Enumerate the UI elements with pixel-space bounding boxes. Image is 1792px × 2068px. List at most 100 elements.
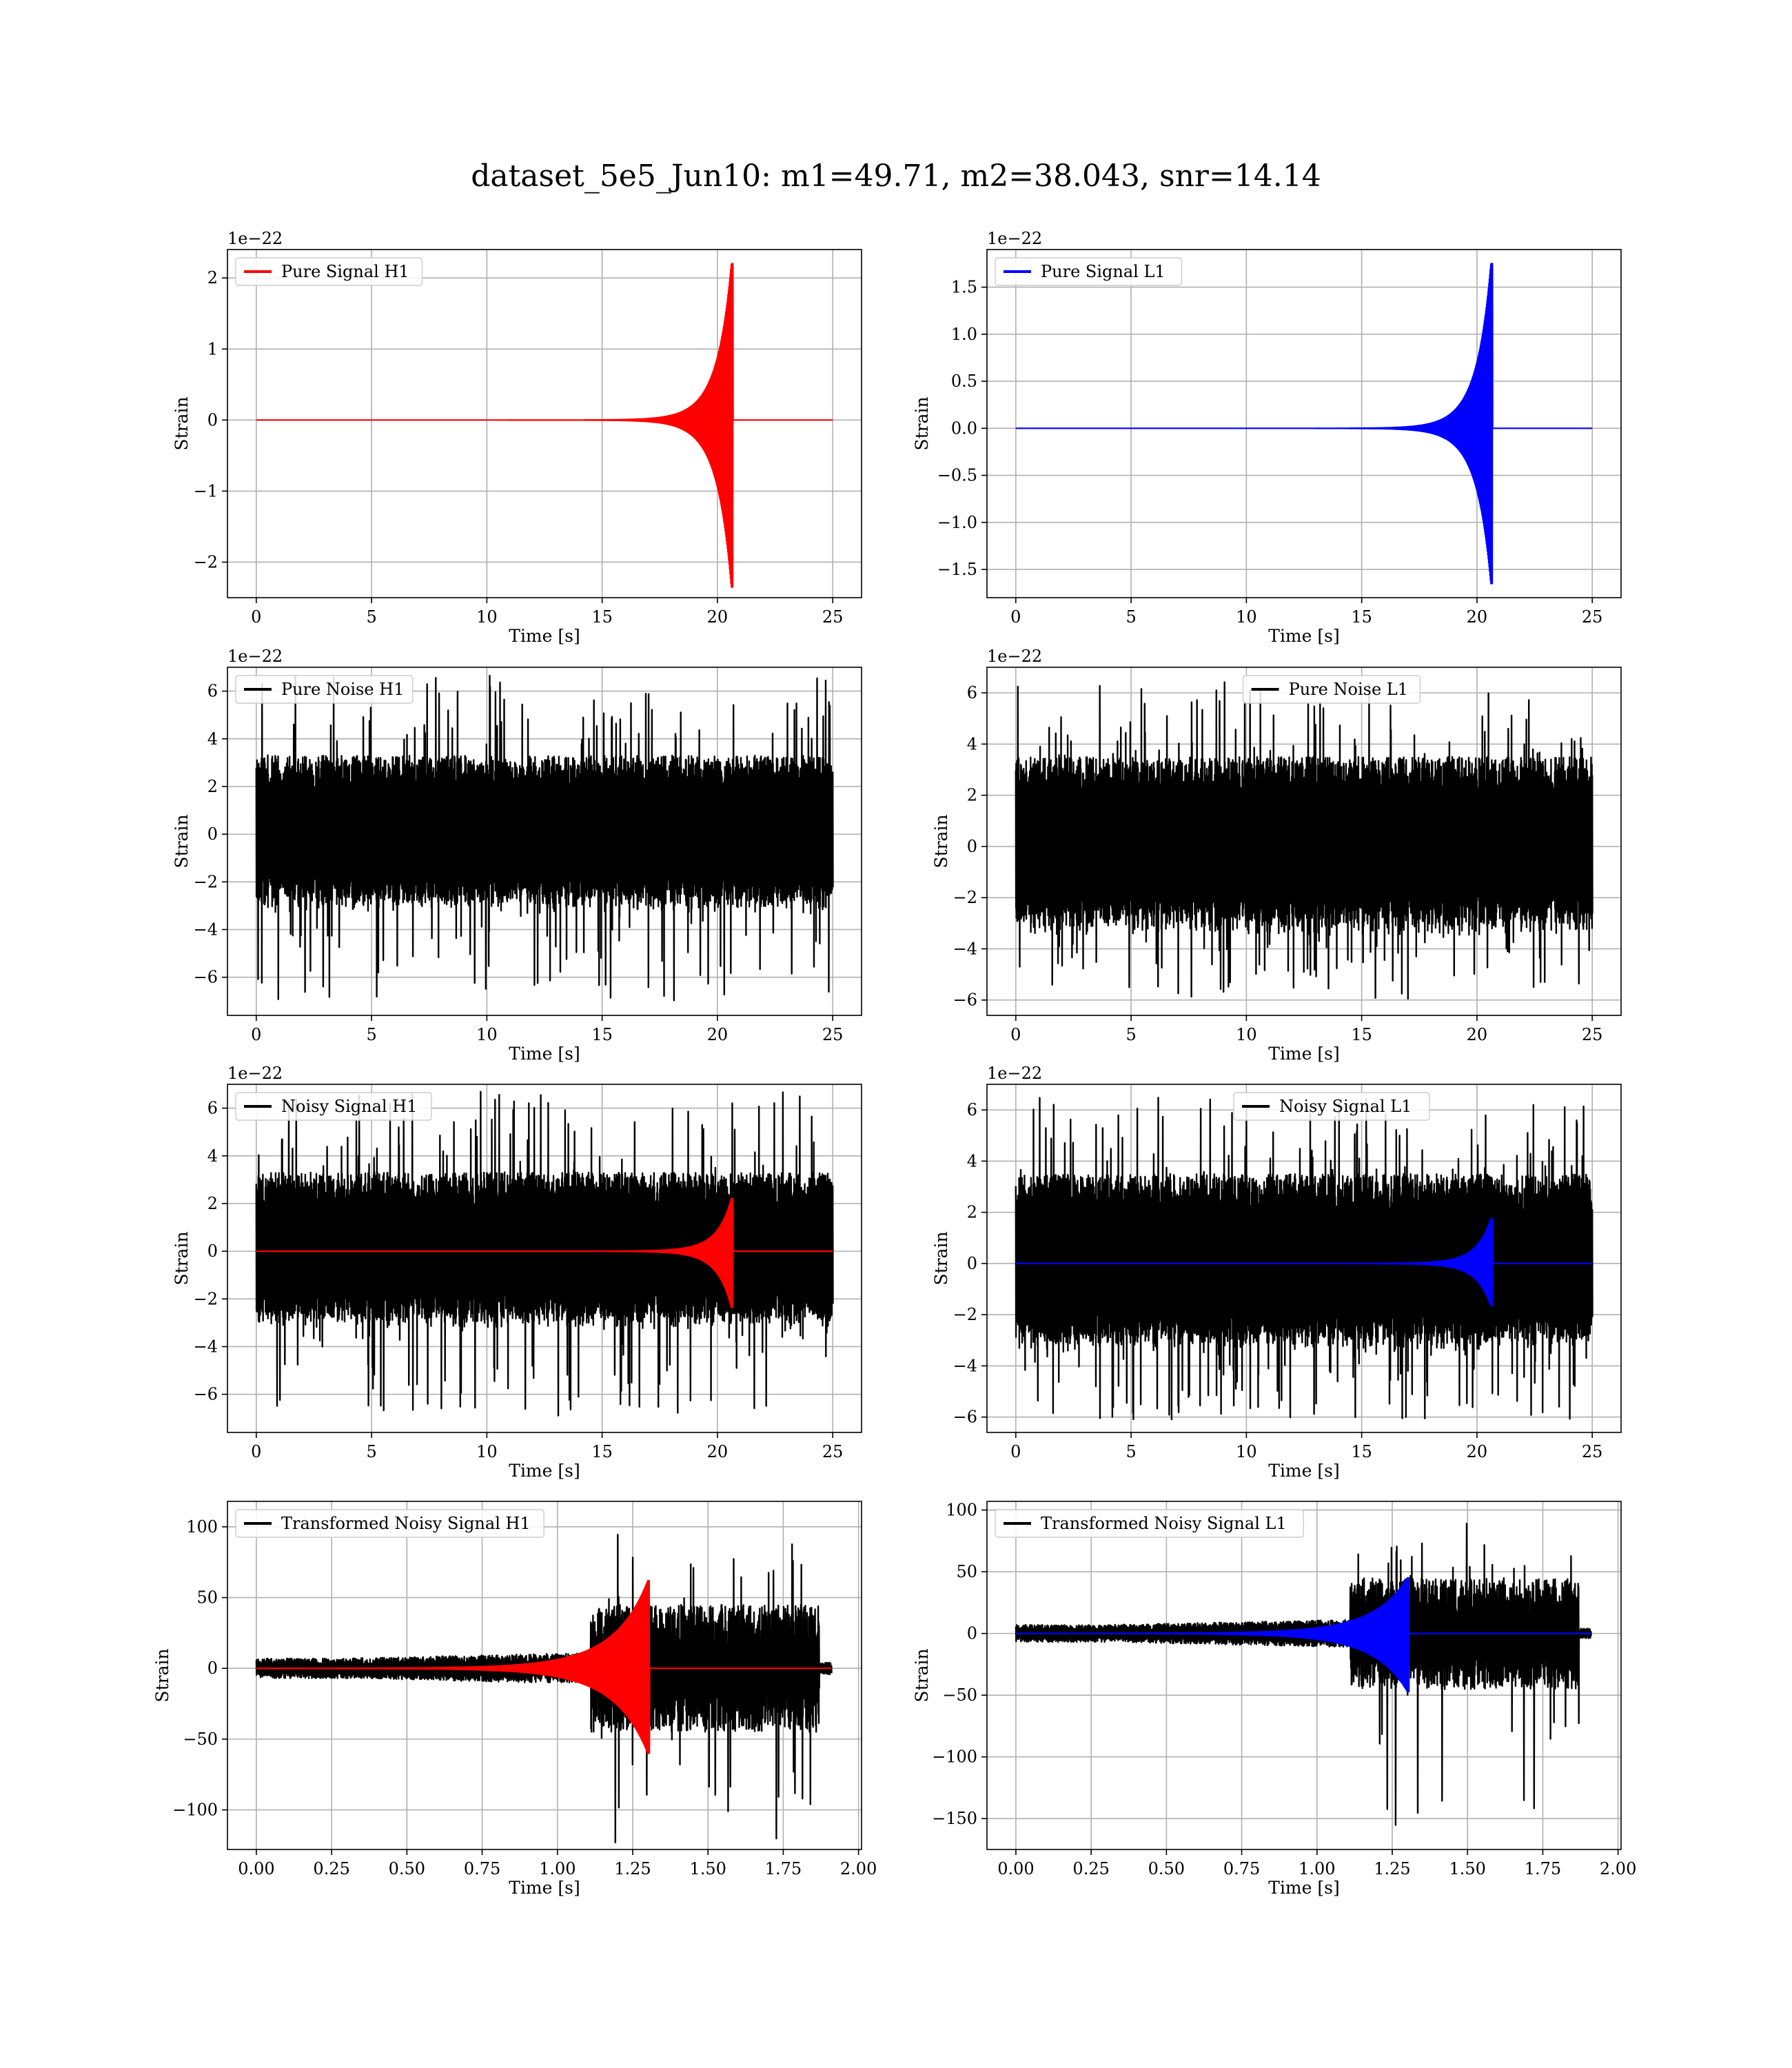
axes-frame bbox=[986, 1501, 1622, 1850]
y-tick-label: −4 bbox=[194, 1337, 218, 1356]
x-tick-label: 0.75 bbox=[1223, 1859, 1260, 1878]
series-line-chirp-overlay bbox=[1015, 1577, 1592, 1692]
y-tick-label: 100 bbox=[946, 1501, 977, 1520]
y-offset-multiplier: 1e−22 bbox=[987, 647, 1042, 666]
x-tick-label: 20 bbox=[1467, 607, 1488, 627]
y-tick-label: −2 bbox=[953, 888, 977, 907]
x-tick-label: 2.00 bbox=[1600, 1859, 1636, 1878]
x-tick-label: 0.00 bbox=[238, 1859, 274, 1878]
x-tick-label: 5 bbox=[1126, 607, 1136, 627]
y-tick-label: −6 bbox=[194, 1385, 218, 1404]
x-tick-label: 0.75 bbox=[464, 1859, 500, 1878]
y-tick-label: 2 bbox=[207, 777, 218, 796]
axes-frame bbox=[227, 1084, 862, 1433]
x-axis: 0.00 0.25 0.50 0.75 1.00 1.25 1.50 1.75 2.00 Time… bbox=[997, 1849, 1636, 1898]
y-tick-label: −1 bbox=[194, 481, 218, 500]
y-axis-label: Strain bbox=[172, 396, 192, 450]
legend-box bbox=[995, 257, 1183, 286]
x-axis-label: Time [s] bbox=[509, 1044, 580, 1064]
x-tick-label: 25 bbox=[1582, 1025, 1603, 1044]
y-tick-label: −2 bbox=[194, 552, 218, 571]
legend-label: Pure Signal L1 bbox=[1041, 262, 1165, 281]
y-offset-multiplier: 1e−22 bbox=[987, 1064, 1042, 1083]
y-axis: −150 −100 −50 0 50 100 Strain bbox=[912, 1501, 987, 1828]
y-tick-label: −100 bbox=[172, 1801, 218, 1820]
subplot-pure-signal-h1: 0 5 10 15 20 25 Time [s] −2 −1 0 1 2 Strain 1e−22 Pure… bbox=[172, 229, 862, 646]
series-line-pure-signal-l1 bbox=[1015, 263, 1593, 585]
legend: Noisy Signal L1 bbox=[1233, 1092, 1430, 1121]
series-line-pure-noise-l1 bbox=[1015, 681, 1594, 1000]
y-tick-label: 0 bbox=[207, 410, 218, 429]
y-tick-label: −2 bbox=[194, 872, 218, 891]
legend-label: Transformed Noisy Signal L1 bbox=[1041, 1514, 1287, 1533]
legend-label: Pure Noise H1 bbox=[281, 680, 404, 699]
figure-title: dataset_5e5_Jun10: m1=49.71, m2=38.043, … bbox=[471, 159, 1321, 194]
legend-label: Pure Signal H1 bbox=[281, 262, 409, 281]
x-axis-label: Time [s] bbox=[1268, 1044, 1339, 1064]
subplot-noisy-signal-l1: 0 5 10 15 20 25 Time [s] −6 −4 −2 0 2 4 6 Strain 1e−22 N… bbox=[931, 1064, 1622, 1481]
series-line-transformed-noisy-signal-l1 bbox=[1015, 1523, 1592, 1826]
x-axis-label: Time [s] bbox=[509, 1461, 580, 1481]
x-axis: 0 5 10 15 20 25 Time [s] bbox=[1010, 598, 1602, 646]
legend-box bbox=[995, 1509, 1304, 1538]
x-axis-label: Time [s] bbox=[1268, 1878, 1339, 1898]
axes-frame bbox=[227, 667, 862, 1016]
x-tick-label: 0.25 bbox=[1072, 1859, 1109, 1878]
y-tick-label: −2 bbox=[953, 1305, 977, 1324]
y-tick-label: −4 bbox=[194, 920, 218, 939]
y-tick-label: −6 bbox=[953, 991, 977, 1010]
x-tick-label: 25 bbox=[822, 607, 844, 627]
gridlines bbox=[227, 250, 862, 598]
x-tick-label: 5 bbox=[1126, 1025, 1136, 1044]
y-tick-label: 1.5 bbox=[951, 278, 977, 297]
x-axis: 0 5 10 15 20 25 Time [s] bbox=[251, 598, 843, 646]
series-line-noisy-signal-l1 bbox=[1015, 1097, 1594, 1421]
x-tick-label: 1.75 bbox=[1525, 1859, 1561, 1878]
x-tick-label: 5 bbox=[366, 607, 376, 627]
legend-box bbox=[235, 257, 423, 286]
y-tick-label: −4 bbox=[953, 939, 977, 958]
y-axis: −6 −4 −2 0 2 4 6 Strain bbox=[931, 1100, 987, 1427]
legend: Transformed Noisy Signal H1 bbox=[235, 1509, 544, 1538]
x-tick-label: 10 bbox=[1236, 1025, 1257, 1044]
y-axis: −100 −50 0 50 100 Strain bbox=[152, 1517, 227, 1820]
legend: Pure Signal H1 bbox=[235, 257, 423, 286]
x-tick-label: 0 bbox=[251, 1442, 261, 1461]
x-tick-label: 0.25 bbox=[313, 1859, 349, 1878]
y-tick-label: −6 bbox=[194, 968, 218, 987]
y-tick-label: 6 bbox=[207, 682, 218, 701]
x-tick-label: 0.50 bbox=[389, 1859, 425, 1878]
legend-label: Transformed Noisy Signal H1 bbox=[281, 1514, 531, 1533]
y-tick-label: 1.0 bbox=[951, 325, 977, 344]
x-axis: 0 5 10 15 20 25 Time [s] bbox=[251, 1432, 843, 1481]
x-tick-label: 1.75 bbox=[765, 1859, 802, 1878]
x-tick-label: 2.00 bbox=[840, 1859, 877, 1878]
x-tick-label: 10 bbox=[1236, 607, 1257, 627]
x-tick-label: 1.50 bbox=[1449, 1859, 1485, 1878]
x-tick-label: 10 bbox=[476, 1025, 498, 1044]
y-tick-label: 0.0 bbox=[951, 418, 977, 438]
x-tick-label: 25 bbox=[822, 1442, 844, 1461]
legend-box bbox=[1233, 1092, 1430, 1121]
plot-area bbox=[255, 1534, 833, 1844]
x-axis: 0 5 10 15 20 25 Time [s] bbox=[1010, 1015, 1602, 1064]
y-tick-label: −6 bbox=[953, 1408, 977, 1427]
axes-frame bbox=[227, 1501, 862, 1850]
x-tick-label: 1.50 bbox=[689, 1859, 726, 1878]
x-tick-label: 20 bbox=[707, 1025, 729, 1044]
x-tick-label: 10 bbox=[1236, 1442, 1257, 1461]
y-tick-label: 4 bbox=[207, 729, 218, 749]
axes-frame bbox=[227, 249, 862, 598]
x-tick-label: 0 bbox=[251, 1025, 261, 1044]
y-axis-label: Strain bbox=[152, 1648, 172, 1702]
x-tick-label: 0.00 bbox=[997, 1859, 1034, 1878]
y-tick-label: −4 bbox=[953, 1356, 977, 1375]
legend-box bbox=[235, 1509, 544, 1538]
x-tick-label: 0 bbox=[251, 607, 261, 627]
x-axis-label: Time [s] bbox=[1268, 626, 1339, 646]
axes-frame bbox=[986, 1084, 1622, 1433]
y-tick-label: 0.5 bbox=[951, 372, 977, 391]
x-tick-label: 0 bbox=[1010, 607, 1021, 627]
legend-box bbox=[1242, 675, 1421, 704]
